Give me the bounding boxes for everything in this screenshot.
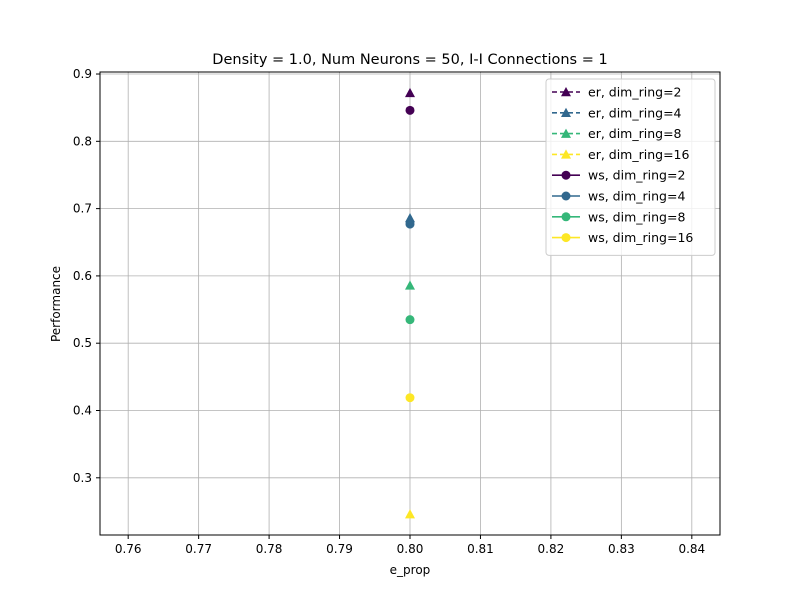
series-7 [405, 393, 415, 403]
data-point [405, 219, 415, 229]
y-tick-label: 0.9 [73, 67, 92, 81]
series-5 [405, 219, 415, 229]
y-tick-label: 0.8 [73, 134, 92, 148]
data-point [405, 315, 415, 325]
y-axis-label: Performance [49, 266, 63, 342]
series-1 [405, 213, 415, 223]
data-point [405, 509, 415, 519]
y-tick-label: 0.3 [73, 471, 92, 485]
x-tick-label: 0.76 [115, 542, 142, 556]
x-tick-label: 0.79 [326, 542, 353, 556]
legend-label: er, dim_ring=4 [588, 105, 682, 120]
legend-marker [561, 212, 571, 222]
legend: er, dim_ring=2 er, dim_ring=4 er, dim_ring… [545, 78, 716, 256]
legend-label: er, dim_ring=16 [588, 147, 690, 162]
series-3 [405, 509, 415, 519]
legend-marker [561, 170, 571, 180]
x-tick-label: 0.83 [608, 542, 635, 556]
series-6 [405, 315, 415, 325]
legend-marker [561, 149, 571, 159]
x-axis-label: e_prop [390, 563, 431, 577]
data-point [405, 105, 415, 115]
legend-marker [561, 87, 571, 97]
legend-label: ws, dim_ring=4 [588, 189, 685, 204]
x-tick-label: 0.81 [467, 542, 494, 556]
series-0 [405, 87, 415, 98]
legend-marker [561, 233, 571, 243]
legend-box [545, 78, 716, 256]
data-point [405, 87, 415, 98]
legend-entry: er, dim_ring=2 [552, 85, 682, 100]
series-2 [405, 280, 415, 290]
legend-label: ws, dim_ring=16 [588, 230, 693, 245]
y-tick-label: 0.5 [73, 336, 92, 350]
data-point [405, 280, 415, 290]
legend-label: ws, dim_ring=8 [588, 209, 685, 224]
y-axis: 0.3 0.4 0.5 0.6 0.7 0.8 0.9 [73, 67, 100, 485]
data-point [405, 213, 415, 223]
x-tick-label: 0.77 [185, 542, 212, 556]
legend-marker [561, 107, 571, 118]
data-point [405, 393, 415, 403]
y-tick-label: 0.4 [73, 404, 92, 418]
legend-entry: er, dim_ring=16 [552, 147, 690, 162]
chart-title: Density = 1.0, Num Neurons = 50, I-I Con… [212, 52, 607, 68]
x-tick-label: 0.82 [538, 542, 565, 556]
x-tick-label: 0.78 [256, 542, 283, 556]
y-tick-label: 0.6 [73, 269, 92, 283]
legend-entry: er, dim_ring=4 [552, 105, 682, 120]
series-4 [405, 105, 415, 115]
legend-label: er, dim_ring=8 [588, 126, 682, 141]
legend-label: ws, dim_ring=2 [588, 168, 685, 183]
legend-entry: ws, dim_ring=16 [552, 230, 693, 245]
y-tick-label: 0.7 [73, 202, 92, 216]
legend-entry: er, dim_ring=8 [552, 126, 682, 141]
x-tick-label: 0.84 [678, 542, 705, 556]
x-tick-label: 0.80 [397, 542, 424, 556]
legend-marker [561, 191, 571, 201]
x-axis: 0.76 0.77 0.78 0.79 0.80 0.81 0.82 0.83 0.84 [115, 535, 705, 556]
legend-marker [561, 128, 571, 138]
legend-label: er, dim_ring=2 [588, 85, 682, 100]
legend-entry: ws, dim_ring=8 [552, 209, 685, 224]
legend-entry: ws, dim_ring=2 [552, 168, 685, 183]
legend-entry: ws, dim_ring=4 [552, 189, 685, 204]
data-layer [405, 87, 415, 519]
